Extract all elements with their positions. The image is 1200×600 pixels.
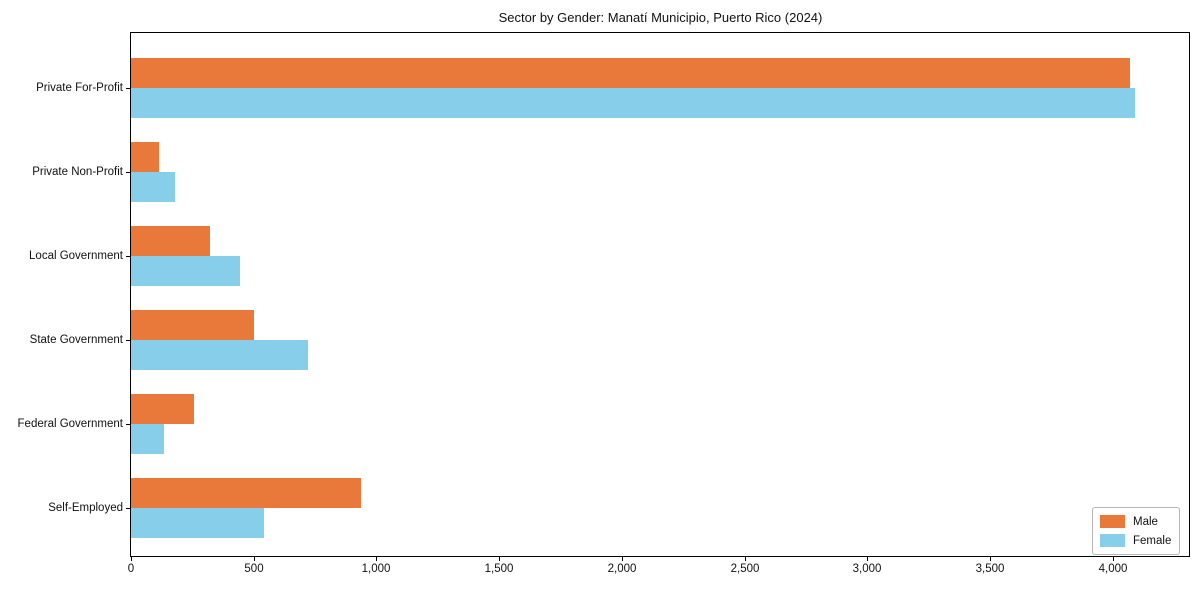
y-tick-label: Local Government: [29, 250, 123, 262]
y-tick-mark: [126, 88, 130, 89]
x-tick-label: 2,000: [607, 563, 637, 575]
x-tick-label: 4,000: [1098, 563, 1128, 575]
x-tick-label: 1,500: [484, 563, 514, 575]
legend-swatch-female: [1100, 534, 1125, 547]
bar-male-5: [131, 478, 361, 508]
x-tick-mark: [622, 557, 623, 561]
x-tick-label: 500: [244, 563, 264, 575]
y-tick-mark: [126, 256, 130, 257]
x-tick-mark: [990, 557, 991, 561]
legend-entry-male: Male: [1100, 512, 1172, 531]
y-tick-mark: [126, 508, 130, 509]
bar-male-1: [131, 142, 159, 172]
y-tick-label: Private For-Profit: [36, 82, 123, 94]
bar-female-3: [131, 340, 308, 370]
bar-male-2: [131, 226, 210, 256]
legend: Male Female: [1092, 507, 1180, 555]
legend-entry-female: Female: [1100, 531, 1172, 550]
x-tick-label: 3,500: [975, 563, 1005, 575]
x-tick-mark: [1113, 557, 1114, 561]
bar-female-2: [131, 256, 240, 286]
x-tick-mark: [499, 557, 500, 561]
legend-label: Female: [1133, 534, 1172, 547]
y-tick-label: Federal Government: [17, 418, 123, 430]
chart-title: Sector by Gender: Manatí Municipio, Puer…: [498, 10, 823, 25]
y-tick-mark: [126, 172, 130, 173]
x-tick-mark: [131, 557, 132, 561]
x-tick-label: 3,000: [852, 563, 882, 575]
y-tick-label: Self-Employed: [48, 502, 123, 514]
legend-label: Male: [1133, 515, 1158, 528]
bar-male-3: [131, 310, 254, 340]
bar-male-4: [131, 394, 194, 424]
x-tick-mark: [867, 557, 868, 561]
bar-female-4: [131, 424, 164, 454]
bar-female-1: [131, 172, 175, 202]
y-tick-label: State Government: [29, 334, 123, 346]
legend-swatch-male: [1100, 515, 1125, 528]
x-tick-mark: [745, 557, 746, 561]
x-tick-label: 1,000: [361, 563, 391, 575]
y-tick-mark: [126, 340, 130, 341]
y-tick-mark: [126, 424, 130, 425]
x-tick-mark: [254, 557, 255, 561]
bar-female-5: [131, 508, 264, 538]
plot-area: [130, 32, 1190, 557]
y-tick-label: Private Non-Profit: [32, 166, 123, 178]
x-tick-label: 2,500: [730, 563, 760, 575]
x-tick-mark: [376, 557, 377, 561]
bar-male-0: [131, 58, 1130, 88]
x-tick-label: 0: [127, 563, 135, 575]
bar-female-0: [131, 88, 1135, 118]
